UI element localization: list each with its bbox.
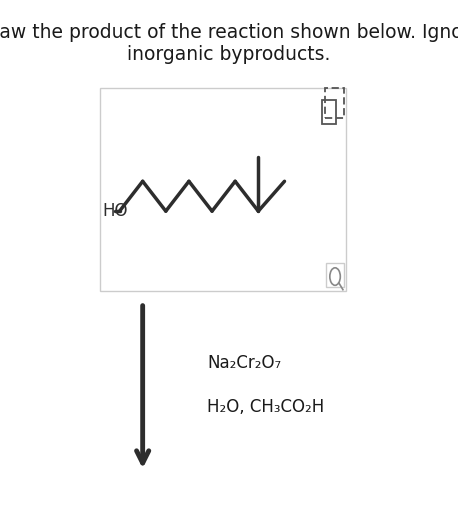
Bar — [322, 100, 336, 124]
Text: H₂O, CH₃CO₂H: H₂O, CH₃CO₂H — [207, 398, 325, 416]
Bar — [325, 88, 344, 118]
Text: HO: HO — [102, 202, 127, 220]
Bar — [327, 263, 344, 287]
Text: Na₂Cr₂O₇: Na₂Cr₂O₇ — [207, 354, 282, 372]
Bar — [99, 88, 346, 291]
Text: Draw the product of the reaction shown below. Ignore: Draw the product of the reaction shown b… — [0, 23, 458, 42]
Text: inorganic byproducts.: inorganic byproducts. — [127, 45, 331, 64]
